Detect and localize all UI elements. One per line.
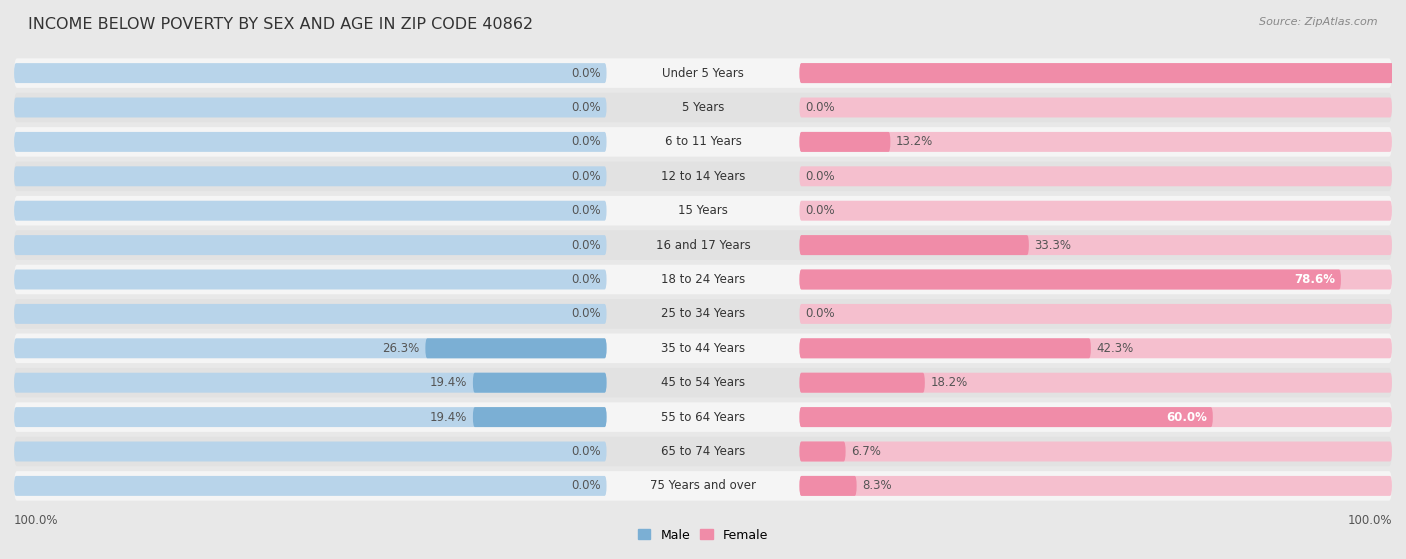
FancyBboxPatch shape bbox=[800, 373, 925, 392]
Text: 0.0%: 0.0% bbox=[571, 273, 600, 286]
FancyBboxPatch shape bbox=[800, 407, 1392, 427]
FancyBboxPatch shape bbox=[14, 437, 1392, 466]
FancyBboxPatch shape bbox=[14, 127, 1392, 157]
Text: 0.0%: 0.0% bbox=[571, 307, 600, 320]
FancyBboxPatch shape bbox=[14, 299, 1392, 329]
Text: 60.0%: 60.0% bbox=[1167, 411, 1208, 424]
FancyBboxPatch shape bbox=[800, 235, 1392, 255]
FancyBboxPatch shape bbox=[14, 368, 1392, 397]
Text: 0.0%: 0.0% bbox=[571, 480, 600, 492]
Text: 8.3%: 8.3% bbox=[862, 480, 891, 492]
FancyBboxPatch shape bbox=[800, 373, 1392, 392]
FancyBboxPatch shape bbox=[800, 338, 1392, 358]
FancyBboxPatch shape bbox=[14, 442, 606, 462]
FancyBboxPatch shape bbox=[800, 269, 1341, 290]
FancyBboxPatch shape bbox=[800, 442, 1392, 462]
Text: 0.0%: 0.0% bbox=[571, 67, 600, 79]
Text: 75 Years and over: 75 Years and over bbox=[650, 480, 756, 492]
FancyBboxPatch shape bbox=[14, 132, 606, 152]
FancyBboxPatch shape bbox=[14, 63, 606, 83]
Text: 0.0%: 0.0% bbox=[571, 135, 600, 148]
FancyBboxPatch shape bbox=[14, 230, 1392, 260]
FancyBboxPatch shape bbox=[14, 269, 606, 290]
Legend: Male, Female: Male, Female bbox=[638, 529, 768, 542]
Text: 0.0%: 0.0% bbox=[806, 101, 835, 114]
Text: 0.0%: 0.0% bbox=[571, 445, 600, 458]
FancyBboxPatch shape bbox=[800, 269, 1392, 290]
Text: 0.0%: 0.0% bbox=[571, 101, 600, 114]
FancyBboxPatch shape bbox=[800, 63, 1392, 83]
Text: 0.0%: 0.0% bbox=[806, 204, 835, 217]
FancyBboxPatch shape bbox=[472, 407, 606, 427]
Text: 0.0%: 0.0% bbox=[806, 170, 835, 183]
FancyBboxPatch shape bbox=[800, 235, 1029, 255]
Text: 42.3%: 42.3% bbox=[1097, 342, 1133, 355]
Text: 65 to 74 Years: 65 to 74 Years bbox=[661, 445, 745, 458]
Text: 35 to 44 Years: 35 to 44 Years bbox=[661, 342, 745, 355]
FancyBboxPatch shape bbox=[14, 93, 1392, 122]
FancyBboxPatch shape bbox=[14, 476, 606, 496]
Text: Under 5 Years: Under 5 Years bbox=[662, 67, 744, 79]
FancyBboxPatch shape bbox=[14, 471, 1392, 501]
Text: 100.0%: 100.0% bbox=[1347, 514, 1392, 527]
FancyBboxPatch shape bbox=[14, 338, 606, 358]
Text: 33.3%: 33.3% bbox=[1035, 239, 1071, 252]
FancyBboxPatch shape bbox=[14, 402, 1392, 432]
Text: INCOME BELOW POVERTY BY SEX AND AGE IN ZIP CODE 40862: INCOME BELOW POVERTY BY SEX AND AGE IN Z… bbox=[28, 17, 533, 32]
FancyBboxPatch shape bbox=[14, 304, 606, 324]
Text: 25 to 34 Years: 25 to 34 Years bbox=[661, 307, 745, 320]
Text: 6.7%: 6.7% bbox=[851, 445, 882, 458]
FancyBboxPatch shape bbox=[800, 304, 1392, 324]
Text: 26.3%: 26.3% bbox=[382, 342, 420, 355]
FancyBboxPatch shape bbox=[800, 442, 845, 462]
Text: 55 to 64 Years: 55 to 64 Years bbox=[661, 411, 745, 424]
FancyBboxPatch shape bbox=[14, 373, 606, 392]
Text: 45 to 54 Years: 45 to 54 Years bbox=[661, 376, 745, 389]
Text: 5 Years: 5 Years bbox=[682, 101, 724, 114]
Text: 15 Years: 15 Years bbox=[678, 204, 728, 217]
FancyBboxPatch shape bbox=[14, 235, 606, 255]
FancyBboxPatch shape bbox=[800, 338, 1091, 358]
FancyBboxPatch shape bbox=[14, 196, 1392, 225]
Text: 100.0%: 100.0% bbox=[14, 514, 59, 527]
FancyBboxPatch shape bbox=[14, 201, 606, 221]
FancyBboxPatch shape bbox=[14, 58, 1392, 88]
FancyBboxPatch shape bbox=[472, 373, 606, 392]
FancyBboxPatch shape bbox=[800, 167, 1392, 186]
FancyBboxPatch shape bbox=[800, 132, 1392, 152]
FancyBboxPatch shape bbox=[800, 476, 1392, 496]
FancyBboxPatch shape bbox=[14, 162, 1392, 191]
FancyBboxPatch shape bbox=[14, 407, 606, 427]
FancyBboxPatch shape bbox=[800, 476, 856, 496]
Text: 19.4%: 19.4% bbox=[430, 376, 467, 389]
FancyBboxPatch shape bbox=[14, 167, 606, 186]
FancyBboxPatch shape bbox=[14, 97, 606, 117]
FancyBboxPatch shape bbox=[800, 407, 1213, 427]
Text: 16 and 17 Years: 16 and 17 Years bbox=[655, 239, 751, 252]
Text: 13.2%: 13.2% bbox=[896, 135, 934, 148]
FancyBboxPatch shape bbox=[800, 132, 890, 152]
FancyBboxPatch shape bbox=[14, 334, 1392, 363]
Text: 6 to 11 Years: 6 to 11 Years bbox=[665, 135, 741, 148]
Text: Source: ZipAtlas.com: Source: ZipAtlas.com bbox=[1260, 17, 1378, 27]
Text: 0.0%: 0.0% bbox=[571, 204, 600, 217]
FancyBboxPatch shape bbox=[800, 97, 1392, 117]
FancyBboxPatch shape bbox=[800, 63, 1406, 83]
Text: 0.0%: 0.0% bbox=[571, 239, 600, 252]
Text: 0.0%: 0.0% bbox=[806, 307, 835, 320]
FancyBboxPatch shape bbox=[800, 201, 1392, 221]
Text: 12 to 14 Years: 12 to 14 Years bbox=[661, 170, 745, 183]
Text: 19.4%: 19.4% bbox=[430, 411, 467, 424]
Text: 18.2%: 18.2% bbox=[931, 376, 967, 389]
FancyBboxPatch shape bbox=[14, 265, 1392, 294]
Text: 0.0%: 0.0% bbox=[571, 170, 600, 183]
Text: 18 to 24 Years: 18 to 24 Years bbox=[661, 273, 745, 286]
Text: 78.6%: 78.6% bbox=[1295, 273, 1336, 286]
FancyBboxPatch shape bbox=[426, 338, 606, 358]
